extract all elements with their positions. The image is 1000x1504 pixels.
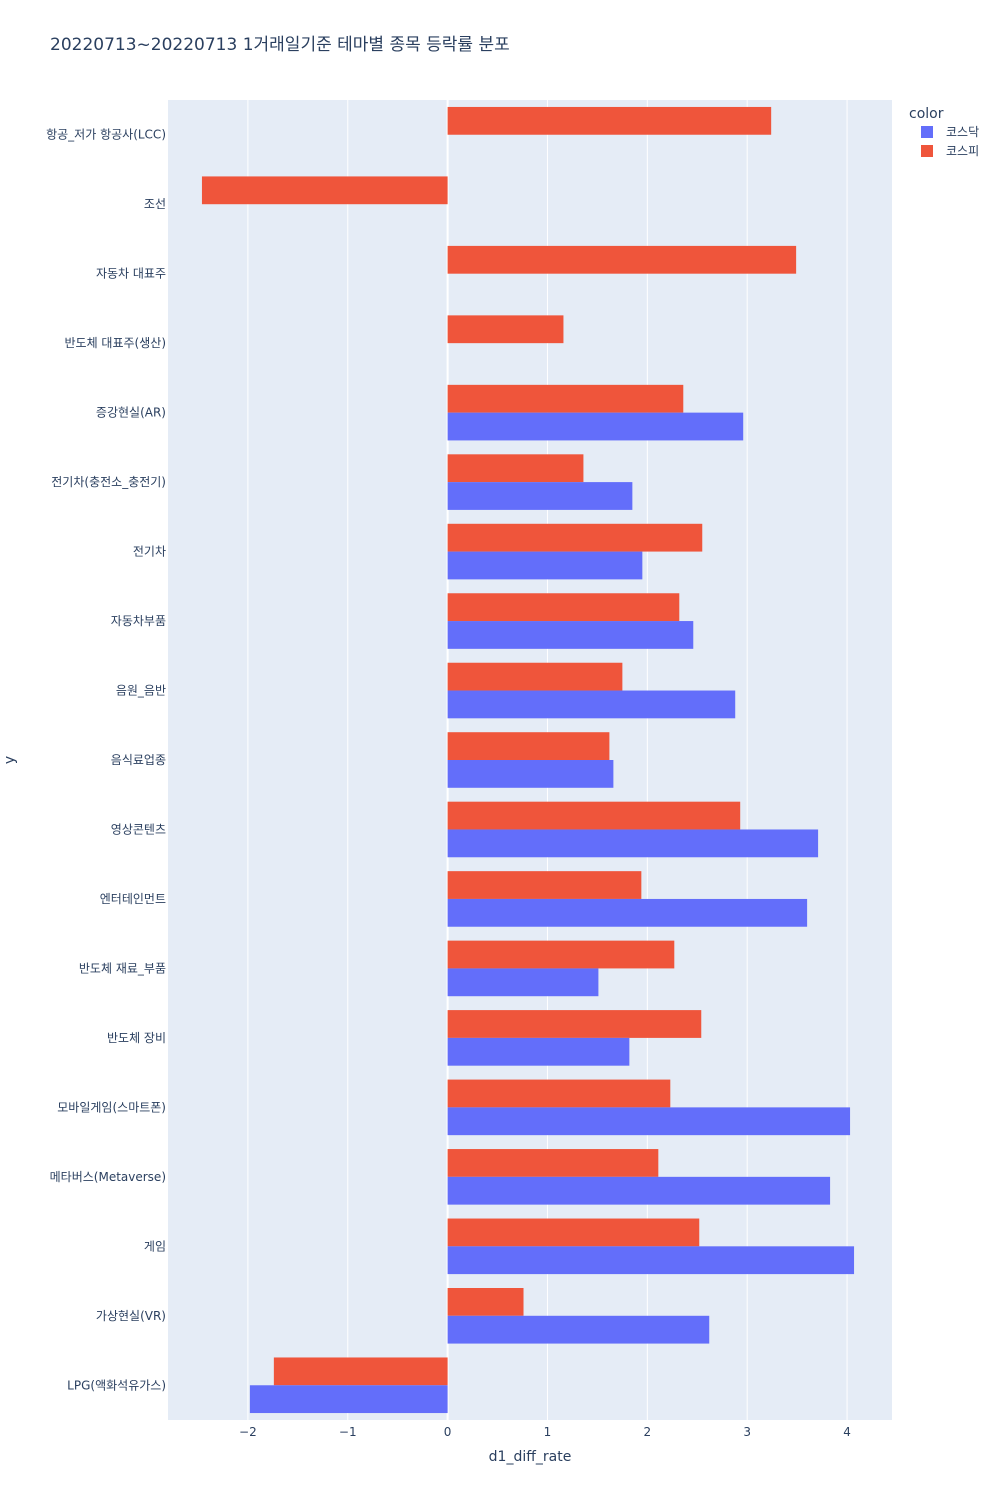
bar-kospi[interactable] (447, 732, 610, 760)
bar-kospi[interactable] (447, 1149, 659, 1177)
x-tick-label: 1 (544, 1425, 552, 1439)
y-tick-label: 메타버스(Metaverse) (50, 1170, 166, 1184)
bar-kosdaq[interactable] (447, 1246, 855, 1275)
y-tick-label: 엔터테인먼트 (100, 892, 166, 906)
y-tick-label: 증강현실(AR) (96, 406, 166, 420)
bar-kosdaq[interactable] (447, 1107, 851, 1136)
bar-kospi[interactable] (447, 662, 623, 691)
y-tick-label: 게임 (144, 1239, 166, 1253)
y-tick-label: 음식료업종 (111, 753, 166, 767)
legend-label: 코스닥 (946, 125, 979, 139)
x-axis-title: d1_diff_rate (489, 1449, 572, 1465)
bar-kospi[interactable] (447, 245, 797, 274)
y-tick-label: 반도체 장비 (107, 1031, 166, 1045)
y-tick-label: 자동차부품 (111, 614, 166, 628)
x-tick-label: 2 (644, 1425, 652, 1439)
bar-kospi[interactable] (273, 1357, 448, 1386)
bar-kosdaq[interactable] (447, 829, 819, 858)
bar-kospi[interactable] (201, 176, 448, 205)
y-tick-label: 음원_음반 (116, 684, 166, 698)
bar-kosdaq[interactable] (447, 898, 808, 927)
legend-swatch (921, 126, 933, 138)
bar-kospi[interactable] (447, 106, 772, 135)
y-tick-label: 모바일게임(스마트폰) (57, 1100, 166, 1114)
y-tick-label: 가상현실(VR) (96, 1309, 166, 1323)
bar-kospi[interactable] (447, 384, 684, 413)
y-tick-label: 항공_저가 항공사(LCC) (46, 128, 166, 142)
bar-kospi[interactable] (447, 1010, 702, 1038)
bar-kosdaq[interactable] (447, 482, 633, 510)
y-tick-label: 전기차(충전소_충전기) (51, 475, 166, 489)
bar-kosdaq[interactable] (249, 1385, 448, 1414)
bar-kospi[interactable] (447, 801, 741, 830)
y-axis-title: y (2, 756, 18, 764)
y-tick-label: 반도체 재료_부품 (79, 961, 166, 975)
bar-kosdaq[interactable] (447, 760, 614, 788)
y-tick-label: 전기차 (133, 545, 166, 559)
bar-kosdaq[interactable] (447, 690, 736, 719)
bar-kospi[interactable] (447, 1079, 671, 1108)
y-tick-label: 반도체 대표주(생산) (65, 336, 167, 350)
bar-kospi[interactable] (447, 593, 680, 622)
bar-kospi[interactable] (447, 454, 584, 483)
bar-kospi[interactable] (447, 940, 675, 969)
bar-kosdaq[interactable] (447, 1037, 630, 1066)
chart-title: 20220713~20220713 1거래일기준 테마별 종목 등락률 분포 (50, 35, 510, 55)
bar-kosdaq[interactable] (447, 1176, 831, 1205)
bar-kospi[interactable] (447, 1218, 700, 1247)
y-tick-label: 영상콘텐츠 (111, 822, 166, 836)
bar-kosdaq[interactable] (447, 412, 744, 441)
legend-title: color (909, 106, 944, 122)
x-tick-label: −2 (239, 1425, 257, 1439)
bar-kospi[interactable] (447, 1288, 524, 1316)
bar-kospi[interactable] (447, 315, 564, 344)
bar-kospi[interactable] (447, 523, 703, 552)
y-tick-label: LPG(액화석유가스) (67, 1378, 166, 1392)
bar-kosdaq[interactable] (447, 621, 694, 649)
bar-kosdaq[interactable] (447, 551, 643, 580)
legend-label: 코스피 (946, 144, 979, 158)
bars (201, 106, 855, 1414)
bar-kosdaq[interactable] (447, 968, 599, 997)
bar-kosdaq[interactable] (447, 1315, 710, 1344)
legend-item-kosdaq[interactable]: 코스닥 (921, 125, 979, 139)
y-tick-label: 조선 (144, 197, 166, 211)
legend-item-kospi[interactable]: 코스피 (921, 144, 979, 158)
x-tick-label: −1 (339, 1425, 357, 1439)
x-tick-label: 4 (843, 1425, 851, 1439)
y-tick-label: 자동차 대표주 (96, 267, 166, 281)
x-tick-label: 3 (743, 1425, 751, 1439)
x-tick-label: 0 (444, 1425, 452, 1439)
legend-swatch (921, 145, 933, 157)
x-tick-labels: −2 −1 0 1 2 3 4 (239, 1425, 851, 1439)
bar-kospi[interactable] (447, 871, 642, 899)
